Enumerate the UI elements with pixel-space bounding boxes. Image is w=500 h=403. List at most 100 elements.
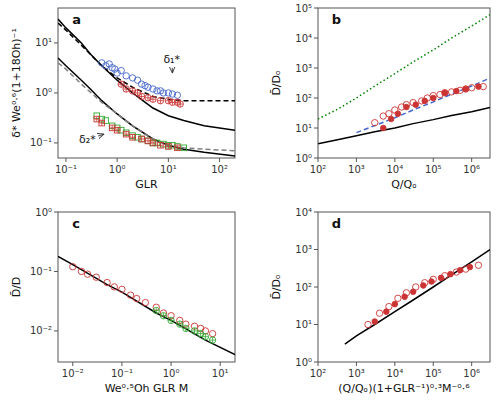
x-tick xyxy=(394,158,395,162)
line xyxy=(58,63,235,151)
point xyxy=(395,295,401,301)
point-plus xyxy=(124,132,129,137)
y-tick-label: 10⁰ xyxy=(35,207,52,218)
point xyxy=(153,307,159,313)
point-circle xyxy=(160,313,166,319)
point-plus xyxy=(177,321,183,327)
y-tick xyxy=(314,38,318,39)
annotation: δ₁* xyxy=(163,53,180,66)
point-plus xyxy=(177,101,183,107)
point-circle xyxy=(202,333,208,339)
point xyxy=(177,321,183,327)
point-circle xyxy=(410,289,416,295)
point-circle xyxy=(123,86,129,92)
annotation: δ₂* xyxy=(79,133,96,146)
point-circle xyxy=(127,292,133,298)
point-circle xyxy=(463,86,469,92)
point xyxy=(157,97,163,103)
point-circle xyxy=(467,264,473,270)
panel: 10⁻²10⁻¹10⁰10¹10⁻²10⁻¹10⁰We⁰·⁵Oh GLR MD̄… xyxy=(10,207,235,396)
point-circle xyxy=(209,330,215,336)
point xyxy=(84,271,90,277)
y-tick-label: 10³ xyxy=(295,244,312,255)
y-tick xyxy=(54,142,58,143)
line xyxy=(58,23,235,101)
point-square xyxy=(150,140,156,146)
x-tick xyxy=(220,362,221,366)
point xyxy=(134,295,140,301)
point xyxy=(410,289,416,295)
x-tick-label: 10⁰ xyxy=(109,164,126,175)
point-circle xyxy=(438,275,444,281)
line xyxy=(345,250,490,345)
line xyxy=(318,108,490,144)
point xyxy=(376,310,382,316)
x-tick-label: 10⁻¹ xyxy=(55,164,77,175)
point-circle xyxy=(420,283,426,289)
point-circle xyxy=(404,104,410,110)
y-tick xyxy=(314,287,318,288)
y-tick xyxy=(314,249,318,250)
x-tick xyxy=(433,158,434,162)
point-circle xyxy=(454,88,460,94)
x-axis-label: GLR xyxy=(135,178,158,191)
plot-area xyxy=(58,256,235,354)
y-tick-label: 10¹ xyxy=(295,319,312,330)
point xyxy=(174,92,180,98)
plot-area xyxy=(345,250,490,345)
point-circle xyxy=(70,264,76,270)
point-square xyxy=(130,134,136,140)
y-tick-label: 10⁰ xyxy=(35,87,52,98)
point xyxy=(118,67,124,73)
point-plus xyxy=(202,334,208,340)
point-circle xyxy=(209,337,215,343)
point-plus xyxy=(158,143,163,148)
point-circle xyxy=(468,85,474,91)
point-circle xyxy=(365,321,371,327)
y-tick xyxy=(314,98,318,99)
point xyxy=(448,271,454,277)
x-tick xyxy=(117,158,118,162)
point-circle xyxy=(104,279,110,285)
plot-area xyxy=(318,15,490,144)
point-circle xyxy=(93,274,99,280)
point xyxy=(422,98,428,104)
x-axis-label: We⁰·⁵Oh GLR M xyxy=(105,382,189,395)
point-circle xyxy=(191,328,197,334)
point xyxy=(380,125,386,131)
point xyxy=(150,86,156,92)
plot-area xyxy=(58,19,235,156)
point-plus xyxy=(165,98,171,104)
point-plus xyxy=(160,313,166,319)
point xyxy=(160,313,166,319)
point xyxy=(78,268,84,274)
point-circle xyxy=(388,116,394,122)
y-tick-label: 10⁴ xyxy=(295,207,312,218)
point xyxy=(119,286,125,292)
y-tick xyxy=(314,8,318,9)
y-tick xyxy=(314,212,318,213)
x-tick xyxy=(168,158,169,162)
point-circle xyxy=(463,86,469,92)
point xyxy=(166,144,172,150)
annotation-arrow xyxy=(98,134,104,136)
point-circle xyxy=(183,325,189,331)
y-axis-label: D̄/Dₒ xyxy=(270,274,283,299)
point-circle xyxy=(392,301,398,307)
point xyxy=(402,294,408,300)
y-tick xyxy=(54,330,58,331)
point-square xyxy=(139,136,145,142)
y-tick xyxy=(314,128,318,129)
point xyxy=(365,321,371,327)
point xyxy=(475,262,481,268)
point xyxy=(463,86,469,92)
point xyxy=(134,90,140,96)
point-circle xyxy=(413,102,419,108)
panel-title: b xyxy=(332,12,341,27)
plot-frame xyxy=(318,212,490,362)
y-tick-label: 10² xyxy=(295,282,312,293)
point-plus xyxy=(115,128,120,133)
point-circle xyxy=(123,73,129,79)
y-tick xyxy=(314,158,318,159)
point xyxy=(177,101,183,107)
